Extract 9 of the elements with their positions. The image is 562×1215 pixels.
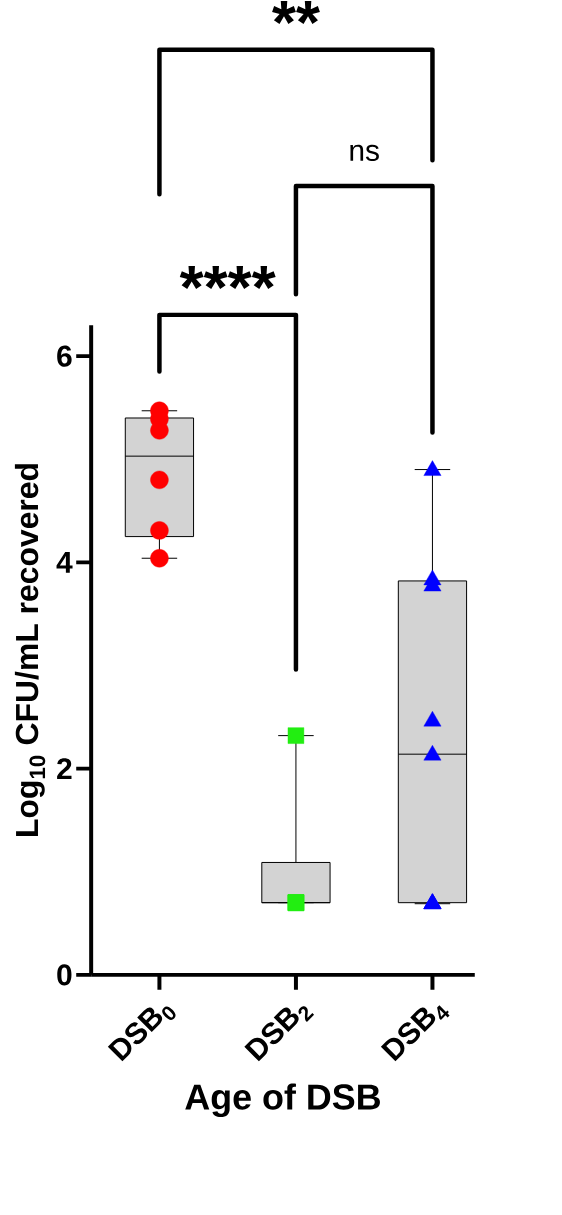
x-axis-title: Age of DSB <box>185 1083 380 1117</box>
y-tick-label: 4 <box>56 552 73 573</box>
text: ** <box>272 0 320 24</box>
y-tick-label: 0 <box>57 964 72 986</box>
y-tick-label: 2 <box>57 758 72 780</box>
text: **** <box>179 266 276 289</box>
text: ns <box>350 144 379 162</box>
y-tick-label: 6 <box>57 345 72 367</box>
y-axis-title: Log$_{10}$ CFU/mL recovered <box>14 464 46 836</box>
